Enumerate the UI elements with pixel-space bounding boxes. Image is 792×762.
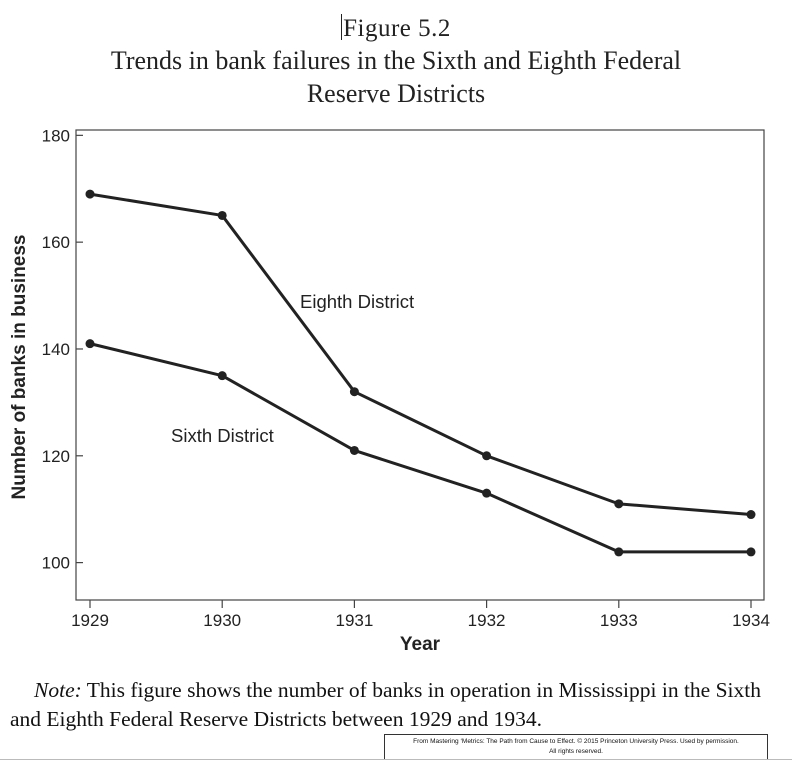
- x-tick-label: 1929: [71, 611, 109, 630]
- x-tick-label: 1931: [335, 611, 373, 630]
- credit-line2: All rights reserved.: [549, 748, 603, 755]
- bottom-rule: [0, 759, 792, 760]
- plot-frame: [75, 129, 765, 601]
- series-label: Sixth District: [171, 425, 274, 446]
- y-tick-label: 140: [42, 340, 70, 359]
- y-tick-label: 120: [42, 447, 70, 466]
- data-point: [85, 339, 95, 349]
- x-tick-label: 1932: [468, 611, 506, 630]
- data-point: [217, 210, 227, 220]
- x-tick-label: 1933: [600, 611, 638, 630]
- data-point: [482, 451, 492, 461]
- series-line: [89, 342, 751, 554]
- data-point: [217, 371, 227, 381]
- data-point: [349, 387, 359, 397]
- axes: 100 120 140 160 180 1929 1930 1931 1932 1933 1934 Y…: [9, 126, 770, 655]
- series-eighth-district: [85, 189, 756, 520]
- copyright-credit: From Mastering ‘Metrics: The Path from C…: [384, 734, 768, 760]
- y-tick-label: 100: [42, 554, 70, 573]
- chart-title-line1: Trends in bank failures in the Sixth and…: [110, 46, 682, 75]
- text-cursor: [341, 14, 343, 40]
- x-tick-label: 1934: [732, 611, 770, 630]
- series-label: Eighth District: [300, 291, 414, 312]
- figure-label: Figure 5.2: [0, 14, 792, 43]
- data-point: [482, 488, 492, 498]
- credit-line1: From Mastering ‘Metrics: The Path from C…: [413, 738, 739, 745]
- chart-title-line2: Reserve Districts: [306, 79, 486, 108]
- data-point: [614, 547, 624, 557]
- series-labels: Eighth District Sixth District: [171, 291, 414, 446]
- series-line: [89, 192, 752, 517]
- y-axis-label: Number of banks in business: [9, 235, 30, 500]
- figure-note: Note: This figure shows the number of ba…: [10, 676, 785, 734]
- note-paragraph: Note: This figure shows the number of ba…: [10, 676, 785, 734]
- series-layer: [85, 189, 756, 557]
- series-sixth-district: [85, 339, 756, 557]
- y-tick-label: 160: [42, 233, 70, 252]
- y-tick-label: 180: [42, 126, 70, 145]
- data-point: [746, 547, 756, 557]
- x-axis-label: Year: [400, 634, 441, 655]
- note-text: This figure shows the number of banks in…: [10, 678, 761, 731]
- x-tick-label: 1930: [203, 611, 241, 630]
- data-point: [349, 445, 359, 455]
- data-point: [85, 189, 95, 199]
- data-point: [746, 510, 756, 520]
- note-label: Note:: [34, 678, 82, 702]
- line-chart: 100 120 140 160 180 1929 1930 1931 1932 1933 1934 Y…: [9, 126, 770, 655]
- figure-label-text: Figure 5.2: [343, 15, 451, 42]
- data-point: [614, 499, 624, 509]
